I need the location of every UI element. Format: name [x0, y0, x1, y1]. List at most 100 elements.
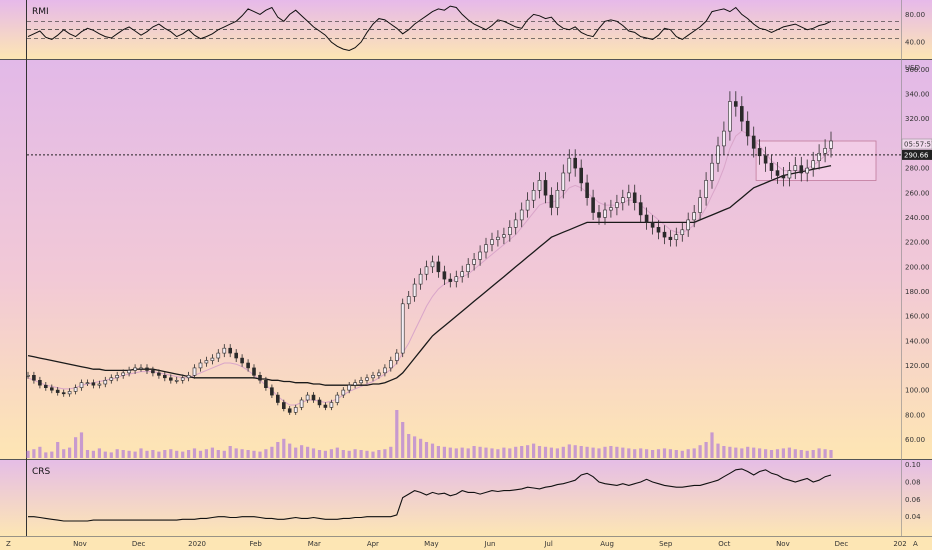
- candle-body: [698, 197, 702, 213]
- time-tick-label-0: Nov: [73, 540, 87, 548]
- time-tick-label-7: Jun: [484, 540, 496, 548]
- candle-body: [79, 382, 84, 388]
- horizontal-line-tag-label: 290.66: [904, 151, 929, 159]
- volume-bar: [591, 447, 595, 458]
- volume-bar: [401, 422, 405, 458]
- volume-bar: [615, 446, 619, 458]
- volume-bar: [781, 448, 785, 458]
- candle-body: [49, 387, 54, 391]
- candle-body: [793, 165, 798, 171]
- volume-bar: [472, 446, 476, 458]
- volume-bar: [466, 448, 470, 458]
- candle-body: [829, 140, 833, 149]
- volume-bar: [746, 446, 750, 458]
- volume-bar: [549, 447, 553, 458]
- volume-bar: [252, 450, 256, 458]
- volume-bar: [79, 432, 84, 458]
- volume-bar: [74, 437, 78, 458]
- crs-panel-bg: [0, 460, 932, 536]
- candle-body: [210, 357, 215, 361]
- candle-body: [597, 212, 601, 218]
- candle-body: [757, 148, 762, 157]
- volume-bar: [151, 450, 155, 458]
- volume-bar: [109, 452, 113, 458]
- volume-bar: [728, 446, 732, 458]
- price-tick-label-2: 320.00: [905, 115, 930, 123]
- volume-bar: [722, 446, 726, 458]
- candle-body: [591, 197, 595, 213]
- volume-bar: [698, 445, 702, 458]
- candle-body: [787, 170, 792, 179]
- volume-bar: [413, 436, 417, 458]
- candle-body: [133, 367, 137, 371]
- volume-bar: [573, 445, 577, 458]
- volume-bar: [115, 449, 119, 458]
- usd-unit-label: USD: [905, 64, 920, 72]
- candle-body: [567, 157, 572, 174]
- volume-bar: [359, 450, 363, 458]
- volume-bar: [347, 450, 351, 458]
- volume-bar: [502, 447, 506, 458]
- candle-body: [365, 377, 369, 381]
- last-price-tag-label: 05:57:57: [904, 141, 932, 149]
- time-tick-label-13: Dec: [835, 540, 849, 548]
- candle-body: [91, 382, 96, 386]
- candle-body: [686, 219, 691, 231]
- candle-body: [436, 261, 441, 273]
- candle-body: [252, 367, 256, 376]
- candle-body: [371, 374, 375, 379]
- candle-body: [507, 227, 512, 236]
- price-tick-label-15: 60.00: [905, 436, 925, 444]
- volume-bar: [514, 446, 518, 458]
- volume-bar: [270, 446, 274, 458]
- candle-body: [186, 374, 191, 379]
- candle-body: [811, 160, 816, 169]
- volume-bar: [442, 446, 446, 458]
- candle-body: [680, 229, 685, 236]
- volume-bar: [240, 449, 244, 458]
- candle-body: [109, 377, 114, 381]
- candle-body: [61, 392, 66, 395]
- volume-bar: [246, 450, 250, 458]
- candle-body: [240, 357, 244, 364]
- candle-body: [424, 266, 429, 275]
- volume-bar: [181, 451, 185, 458]
- time-tick-label-12: Nov: [776, 540, 790, 548]
- volume-bar: [127, 450, 131, 458]
- candle-body: [418, 273, 423, 285]
- volume-bar: [264, 449, 268, 458]
- volume-bar: [175, 450, 179, 458]
- time-tick-label-14: 202: [893, 540, 906, 548]
- volume-bar: [311, 448, 316, 458]
- candle-body: [299, 399, 304, 408]
- volume-bar: [561, 446, 565, 458]
- volume-bar: [716, 443, 720, 458]
- candle-body: [692, 212, 697, 221]
- volume-bar: [365, 450, 369, 458]
- candle-body: [281, 402, 286, 409]
- volume-bar: [478, 446, 482, 458]
- candle-body: [448, 278, 453, 282]
- candle-body: [305, 394, 310, 401]
- volume-bar: [508, 448, 512, 458]
- candle-body: [192, 367, 197, 376]
- price-tick-label-10: 160.00: [905, 313, 930, 321]
- candle-body: [121, 372, 125, 376]
- volume-bar: [26, 450, 30, 458]
- corner-right: A: [913, 540, 918, 548]
- price-tick-label-7: 220.00: [905, 239, 930, 247]
- volume-bar: [496, 449, 500, 458]
- candle-body: [26, 374, 30, 377]
- volume-bar: [44, 452, 48, 458]
- candle-body: [549, 194, 554, 208]
- volume-bar: [56, 442, 60, 458]
- crs-tick-label-2: 0.06: [905, 496, 921, 504]
- volume-bar: [282, 438, 286, 458]
- candle-body: [115, 374, 119, 379]
- candle-body: [609, 207, 613, 211]
- candle-body: [656, 227, 661, 233]
- horizontal-line-tag: [902, 149, 932, 160]
- volume-bar: [740, 448, 744, 458]
- volume-bar: [567, 444, 571, 458]
- candle-body: [805, 167, 810, 174]
